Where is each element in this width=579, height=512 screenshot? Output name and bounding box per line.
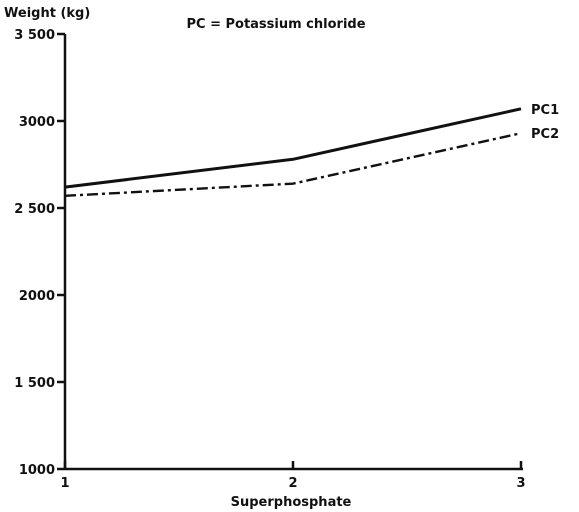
series-label-pc2: PC2 xyxy=(531,127,559,142)
x-tick-label: 2 xyxy=(288,476,297,491)
y-tick-label: 2 500 xyxy=(14,202,55,217)
series-label-pc1: PC1 xyxy=(531,103,559,118)
series-group: PC1 PC2 xyxy=(64,103,559,198)
y-tick-label: 3000 xyxy=(19,115,55,130)
y-tick-label: 2000 xyxy=(19,289,55,304)
y-tick-label: 1000 xyxy=(19,463,55,478)
series-line-pc1 xyxy=(64,107,522,189)
y-tick-label: 1 500 xyxy=(14,376,55,391)
y-tick-label: 3 500 xyxy=(14,28,55,43)
chart-title: PC = Potassium chloride xyxy=(186,17,365,32)
axes xyxy=(63,34,523,471)
y-ticks: 1000 1 500 2000 2 500 3000 3 500 xyxy=(14,28,65,478)
x-tick-label: 3 xyxy=(516,476,525,491)
y-axis-label: Weight (kg) xyxy=(4,6,90,21)
x-axis-label: Superphosphate xyxy=(231,495,352,510)
series-line-pc2 xyxy=(64,132,522,198)
x-tick-label: 1 xyxy=(60,476,69,491)
x-ticks: 1 2 3 xyxy=(60,461,526,491)
